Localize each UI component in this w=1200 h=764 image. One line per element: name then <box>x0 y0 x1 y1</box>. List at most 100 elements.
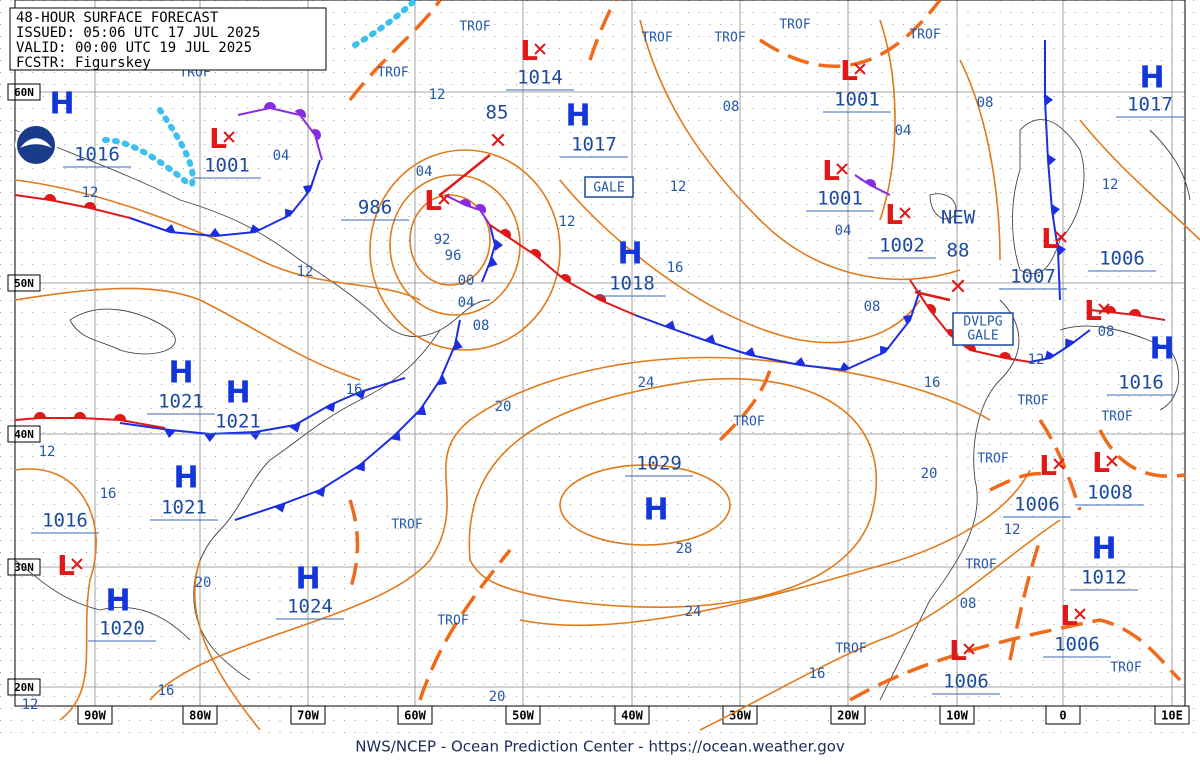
pressure-label: 1012 <box>1081 567 1127 589</box>
low-symbol: L <box>840 54 858 87</box>
trough-label: TROF <box>714 31 745 46</box>
isobar-label: 08 <box>977 95 994 111</box>
isobar-label: 20 <box>495 399 512 415</box>
isobar-label: 20 <box>489 689 506 705</box>
lon-label: 80W <box>189 709 211 723</box>
pressure-label: 1007 <box>1010 266 1056 288</box>
high-symbol: H <box>565 99 590 134</box>
storm-label: NEW <box>941 207 976 229</box>
isobar-label: 08 <box>960 596 977 612</box>
high-symbol: H <box>295 562 320 597</box>
svg-text:✕: ✕ <box>489 129 507 154</box>
trough-label: TROF <box>835 642 866 657</box>
trough-label: TROF <box>1101 410 1132 425</box>
isobar-label: 08 <box>864 299 881 315</box>
lon-label: 20W <box>837 709 859 723</box>
lon-label: 40W <box>621 709 643 723</box>
isobar-label: 00 <box>458 273 475 289</box>
low-symbol: L <box>209 122 227 155</box>
low-symbol: L <box>949 634 967 667</box>
trough-label: TROF <box>733 415 764 430</box>
isobar-label: 16 <box>924 375 941 391</box>
trough-label: TROF <box>437 614 468 629</box>
isobar-label: 04 <box>416 164 433 180</box>
trough-label: TROF <box>1110 661 1141 676</box>
lat-label: 20N <box>14 681 34 694</box>
noaa-logo <box>15 124 57 166</box>
isobar-label: 04 <box>458 295 475 311</box>
isobar-label: 16 <box>158 683 175 699</box>
low-x <box>854 63 866 75</box>
low-x <box>1106 455 1118 467</box>
isobar-label: 20 <box>195 575 212 591</box>
low-symbol: L <box>424 184 442 217</box>
lat-label-box <box>7 83 41 101</box>
warning-box <box>952 312 1014 346</box>
pressure-label: 1020 <box>99 618 145 640</box>
pressure-label: 1017 <box>1127 94 1173 116</box>
storm-label: 88 <box>947 240 970 262</box>
pressure-label: 1006 <box>1054 634 1100 656</box>
trough-label: TROF <box>909 28 940 43</box>
low-symbol: L <box>1039 449 1057 482</box>
lat-label: 40N <box>14 428 34 441</box>
trough-label: TROF <box>459 20 490 35</box>
pressure-label: 1016 <box>1118 372 1164 394</box>
warning-label: GALE <box>967 329 998 344</box>
lat-label-box <box>7 274 41 292</box>
isobar-label: 12 <box>39 444 56 460</box>
low-symbol: L <box>822 154 840 187</box>
low-x <box>71 558 83 570</box>
isobar-label: 04 <box>273 148 290 164</box>
trough-label: TROF <box>965 558 996 573</box>
low-symbol: L <box>1084 294 1102 327</box>
isobar-label: 92 <box>434 232 451 248</box>
low-symbol: L <box>520 34 538 67</box>
header-line: FCSTR: Figurskey <box>16 55 151 71</box>
isobar-label: 16 <box>667 260 684 276</box>
lon-label: 70W <box>297 709 319 723</box>
isobar-label: 08 <box>1098 324 1115 340</box>
footer: NWS/NCEP - Ocean Prediction Center - htt… <box>355 738 845 756</box>
trough-label: TROF <box>377 66 408 81</box>
pressure-label: 1006 <box>1014 494 1060 516</box>
fronts: ✕ ✕ <box>14 0 1166 521</box>
high-symbol: H <box>49 87 74 122</box>
isobar-label: 08 <box>723 99 740 115</box>
isobar-label: 16 <box>809 666 826 682</box>
lat-label: 50N <box>14 277 34 290</box>
pressure-label: 1021 <box>158 391 204 413</box>
isobar-label: 04 <box>835 223 852 239</box>
lat-label-box <box>7 678 41 696</box>
trough-label: TROF <box>391 518 422 533</box>
isobar-label: 24 <box>685 604 702 620</box>
isobar-label: 28 <box>676 541 693 557</box>
trough-label: TROF <box>779 18 810 33</box>
high-symbol: H <box>617 237 642 272</box>
high-symbol: H <box>1149 332 1174 367</box>
high-symbol: H <box>1091 532 1116 567</box>
low-x <box>534 43 546 55</box>
low-x <box>963 643 975 655</box>
pressure-label: 1014 <box>517 67 563 89</box>
low-x <box>1074 608 1086 620</box>
lon-label: 10W <box>946 709 968 723</box>
svg-text:✕: ✕ <box>949 275 967 300</box>
header: 48-HOUR SURFACE FORECAST ISSUED: 05:06 UT… <box>16 10 260 71</box>
lon-label: 30W <box>729 709 751 723</box>
lat-label: 60N <box>14 86 34 99</box>
pressure-label: 1001 <box>204 155 250 177</box>
isobar-label: 96 <box>445 248 462 264</box>
pressure-label: 1006 <box>943 671 989 693</box>
pressure-label: 1016 <box>42 510 88 532</box>
lon-label: 60W <box>404 709 426 723</box>
high-symbol: H <box>1139 61 1164 96</box>
lat-label-box <box>7 425 41 443</box>
isobar-label: 16 <box>100 486 117 502</box>
warning-label: GALE <box>593 181 624 196</box>
warning-label: DVLPG <box>963 315 1002 330</box>
trough-label: TROF <box>977 452 1008 467</box>
isobar-label: 12 <box>82 185 99 201</box>
